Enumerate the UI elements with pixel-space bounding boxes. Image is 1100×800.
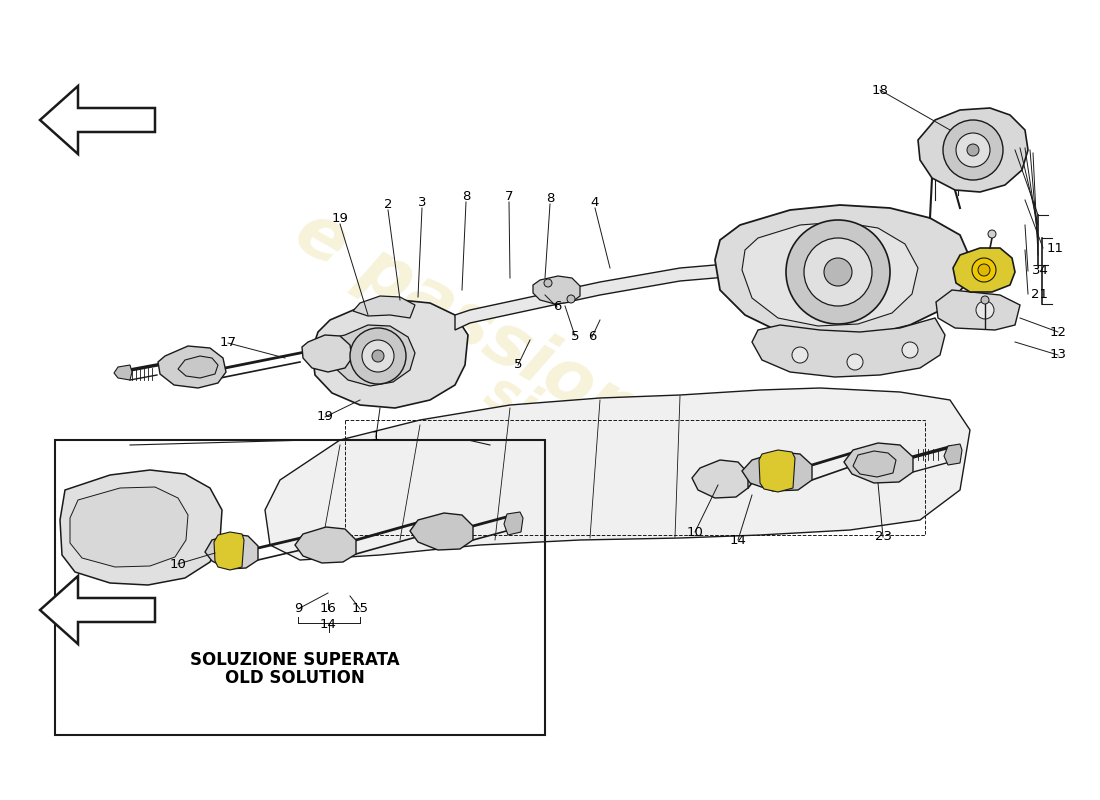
Polygon shape bbox=[178, 356, 218, 378]
Polygon shape bbox=[944, 444, 962, 465]
Circle shape bbox=[804, 238, 872, 306]
Polygon shape bbox=[353, 296, 415, 318]
Polygon shape bbox=[302, 335, 352, 372]
Text: 14: 14 bbox=[729, 534, 747, 546]
Polygon shape bbox=[214, 532, 244, 570]
Text: OLD SOLUTION: OLD SOLUTION bbox=[226, 669, 365, 687]
Polygon shape bbox=[752, 318, 945, 377]
Text: 19: 19 bbox=[331, 211, 349, 225]
Circle shape bbox=[792, 347, 808, 363]
Polygon shape bbox=[205, 534, 258, 569]
Polygon shape bbox=[70, 487, 188, 567]
Text: 4: 4 bbox=[591, 195, 600, 209]
Polygon shape bbox=[40, 576, 155, 644]
Polygon shape bbox=[759, 450, 795, 492]
Circle shape bbox=[988, 230, 996, 238]
Text: 6: 6 bbox=[587, 330, 596, 343]
Polygon shape bbox=[504, 512, 522, 535]
Text: 21: 21 bbox=[1032, 287, 1048, 301]
Circle shape bbox=[566, 295, 575, 303]
Polygon shape bbox=[852, 451, 896, 477]
Text: 6: 6 bbox=[553, 301, 561, 314]
Polygon shape bbox=[844, 443, 913, 483]
Polygon shape bbox=[715, 205, 970, 338]
Circle shape bbox=[943, 120, 1003, 180]
Polygon shape bbox=[936, 290, 1020, 330]
Text: 2: 2 bbox=[384, 198, 393, 210]
Circle shape bbox=[972, 258, 996, 282]
Polygon shape bbox=[114, 365, 132, 380]
Polygon shape bbox=[60, 470, 222, 585]
Text: 15: 15 bbox=[352, 602, 368, 615]
Text: 23: 23 bbox=[874, 530, 891, 543]
Circle shape bbox=[372, 350, 384, 362]
Circle shape bbox=[981, 296, 989, 304]
Polygon shape bbox=[331, 325, 415, 386]
Text: 1: 1 bbox=[372, 430, 381, 443]
Text: 8: 8 bbox=[462, 190, 470, 202]
Circle shape bbox=[956, 133, 990, 167]
Text: since 1: since 1 bbox=[476, 366, 683, 514]
Text: 19: 19 bbox=[317, 410, 333, 423]
Circle shape bbox=[978, 264, 990, 276]
Text: 10: 10 bbox=[169, 558, 186, 570]
Polygon shape bbox=[918, 108, 1028, 192]
Text: 8: 8 bbox=[546, 191, 554, 205]
Text: 18: 18 bbox=[871, 83, 889, 97]
Text: 12: 12 bbox=[1049, 326, 1067, 338]
Text: 17: 17 bbox=[220, 337, 236, 350]
Polygon shape bbox=[312, 300, 468, 408]
Circle shape bbox=[902, 342, 918, 358]
Text: 7: 7 bbox=[505, 190, 514, 202]
Circle shape bbox=[544, 279, 552, 287]
Polygon shape bbox=[158, 346, 225, 388]
Text: 5: 5 bbox=[571, 330, 580, 342]
Text: 11: 11 bbox=[1046, 242, 1064, 254]
Polygon shape bbox=[295, 527, 356, 563]
Text: 14: 14 bbox=[320, 618, 337, 631]
Text: 10: 10 bbox=[686, 526, 703, 538]
Polygon shape bbox=[534, 276, 580, 304]
Text: 5: 5 bbox=[514, 358, 522, 371]
Text: 16: 16 bbox=[320, 602, 337, 615]
Polygon shape bbox=[410, 513, 473, 550]
Polygon shape bbox=[742, 452, 812, 491]
Circle shape bbox=[967, 144, 979, 156]
Circle shape bbox=[362, 340, 394, 372]
Text: e passione for: e passione for bbox=[283, 196, 817, 544]
Polygon shape bbox=[455, 262, 750, 330]
Polygon shape bbox=[692, 460, 748, 498]
Circle shape bbox=[824, 258, 852, 286]
Polygon shape bbox=[265, 388, 970, 560]
Text: 13: 13 bbox=[1049, 349, 1067, 362]
Circle shape bbox=[350, 328, 406, 384]
Polygon shape bbox=[40, 86, 155, 154]
Circle shape bbox=[847, 354, 864, 370]
Circle shape bbox=[976, 301, 994, 319]
Text: 9: 9 bbox=[294, 602, 302, 615]
Circle shape bbox=[786, 220, 890, 324]
Polygon shape bbox=[953, 248, 1015, 292]
Polygon shape bbox=[742, 222, 918, 326]
Text: 3: 3 bbox=[418, 195, 427, 209]
Text: SOLUZIONE SUPERATA: SOLUZIONE SUPERATA bbox=[190, 651, 399, 669]
Text: 34: 34 bbox=[1032, 265, 1048, 278]
